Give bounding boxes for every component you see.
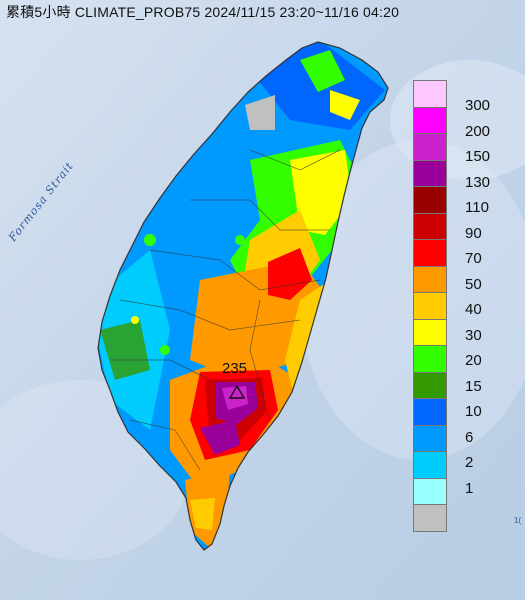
legend-swatch: [413, 265, 447, 292]
legend-tick-label: 130: [465, 173, 491, 191]
legend-swatch: [413, 371, 447, 398]
legend-swatch: [413, 133, 447, 160]
legend-swatch: [413, 318, 447, 345]
legend-tick-label: 30: [465, 326, 482, 344]
peak-marker-icon: [228, 384, 246, 399]
legend-tick-label: 40: [465, 301, 482, 318]
legend-tick-label: 20: [465, 352, 482, 369]
legend-swatch: [413, 292, 447, 319]
legend-swatch: [413, 345, 447, 372]
legend-swatch: [413, 212, 447, 239]
map-title: 累積5小時 CLIMATE_PROB75 2024/11/15 23:20~11…: [6, 4, 400, 20]
legend-tick-label: 10: [465, 403, 482, 420]
legend-swatch: [413, 80, 447, 107]
legend-swatch: [413, 504, 447, 532]
legend-swatch: [413, 477, 447, 504]
legend-tick-label: 2: [465, 454, 474, 471]
island-outline: [97, 41, 389, 551]
legend-swatch: [413, 106, 447, 133]
legend-swatch: [413, 186, 447, 213]
legend-tick-label: 50: [465, 275, 482, 293]
legend-tick-label: 300: [465, 97, 491, 114]
legend-tick-label: 1: [465, 479, 474, 497]
legend-tick-label: 150: [465, 148, 491, 165]
legend-swatch: [413, 451, 447, 478]
edge-text: 1(: [514, 516, 522, 525]
legend-swatch: [413, 424, 447, 451]
legend-tick-label: 90: [465, 224, 482, 242]
legend-tick-label: 200: [465, 122, 491, 140]
legend-tick-label: 110: [465, 199, 489, 216]
legend-tick-label: 15: [465, 377, 482, 395]
legend-tick-label: 70: [465, 250, 482, 267]
legend-color-bar: [413, 80, 447, 532]
legend-swatch: [413, 398, 447, 425]
legend-swatch: [413, 239, 447, 266]
peak-value-label: 235: [222, 360, 248, 377]
county-borders: [110, 149, 341, 471]
legend-tick-label: 6: [465, 428, 474, 446]
legend-swatch: [413, 159, 447, 186]
